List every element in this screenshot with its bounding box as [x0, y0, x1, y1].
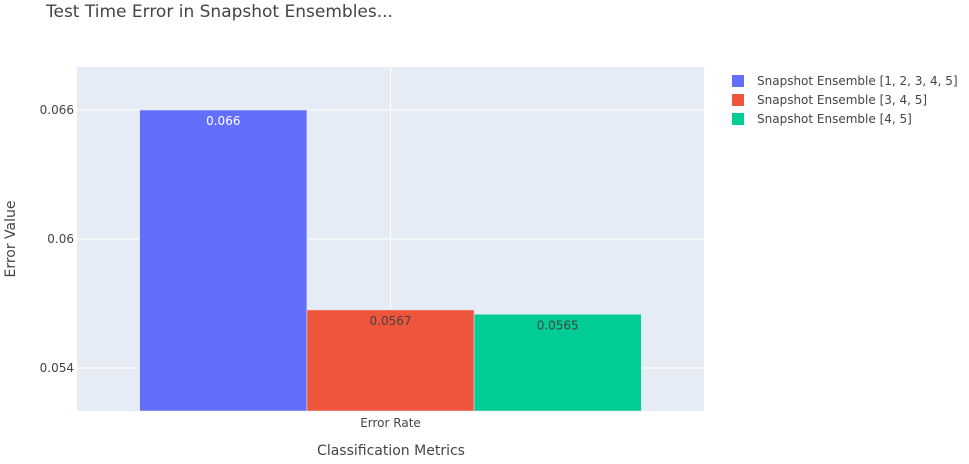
legend-swatch[interactable] [732, 75, 744, 87]
bar-value-label: 0.066 [206, 114, 240, 128]
y-tick-label: 0.06 [47, 232, 74, 246]
legend-item-label[interactable]: Snapshot Ensemble [4, 5] [757, 112, 912, 126]
legend-item-label[interactable]: Snapshot Ensemble [3, 4, 5] [757, 93, 927, 107]
x-axis-title: Classification Metrics [317, 443, 465, 459]
legend-swatch[interactable] [732, 113, 744, 125]
bar-value-label: 0.0565 [537, 318, 579, 332]
y-axis-ticks: 0.054 0.06 0.066 [40, 103, 74, 375]
bars: 0.066 0.0567 0.0565 [139, 109, 642, 412]
y-axis-title: Error Value [3, 200, 19, 277]
y-tick-label: 0.066 [40, 103, 74, 117]
x-tick-label: Error Rate [360, 416, 421, 430]
chart-title: Test Time Error in Snapshot Ensembles... [45, 2, 393, 22]
bar-value-label: 0.0567 [370, 314, 412, 328]
bar [139, 109, 308, 412]
legend-swatch[interactable] [732, 94, 744, 106]
bar [473, 314, 642, 412]
y-tick-label: 0.054 [40, 361, 74, 375]
legend: Snapshot Ensemble [1, 2, 3, 4, 5] Snapsho… [732, 74, 958, 126]
x-axis-ticks: Error Rate [360, 416, 421, 430]
legend-item-label[interactable]: Snapshot Ensemble [1, 2, 3, 4, 5] [757, 74, 958, 88]
bar [306, 309, 475, 412]
